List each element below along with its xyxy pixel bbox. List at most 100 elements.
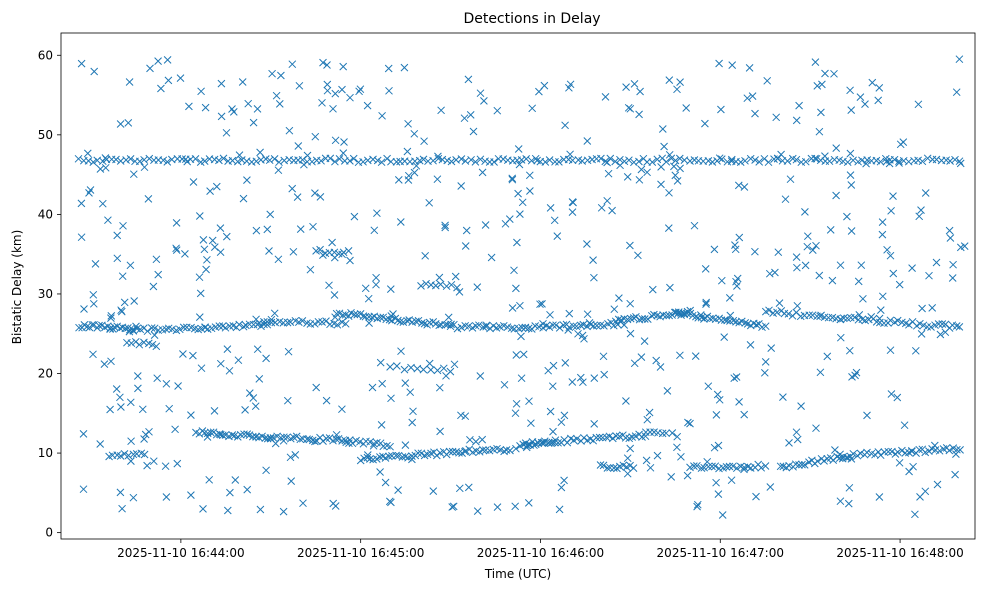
- data-point: [626, 444, 635, 453]
- data-point: [595, 433, 604, 442]
- data-point: [801, 261, 810, 270]
- data-point: [508, 175, 517, 184]
- data-point: [433, 175, 442, 184]
- data-point: [266, 210, 275, 219]
- data-point: [718, 511, 727, 519]
- data-point: [219, 154, 228, 163]
- data-point: [410, 129, 419, 138]
- data-point: [404, 453, 412, 462]
- data-point: [124, 451, 133, 460]
- data-point: [746, 154, 755, 163]
- data-point: [262, 354, 270, 363]
- data-point: [392, 451, 400, 460]
- y-axis-label: Bistatic Delay (km): [10, 230, 24, 345]
- data-point: [599, 461, 608, 470]
- data-point: [878, 292, 887, 301]
- data-point: [524, 499, 533, 507]
- data-point: [125, 78, 134, 86]
- data-point: [222, 232, 231, 241]
- data-point: [512, 284, 520, 293]
- data-point: [727, 476, 736, 485]
- data-point: [338, 405, 346, 414]
- data-point: [235, 151, 244, 159]
- data-point: [846, 149, 855, 158]
- data-point: [555, 158, 563, 166]
- data-point: [447, 320, 455, 329]
- data-point: [226, 488, 234, 497]
- data-point: [130, 297, 139, 305]
- data-point: [322, 317, 330, 325]
- data-point: [844, 499, 853, 508]
- data-point: [603, 464, 612, 472]
- data-point: [781, 195, 790, 204]
- data-point: [665, 76, 674, 84]
- data-point: [893, 316, 902, 325]
- data-point: [203, 255, 211, 264]
- data-point: [741, 156, 749, 165]
- data-point: [808, 246, 817, 254]
- data-point: [850, 313, 859, 322]
- data-point: [89, 350, 97, 359]
- data-point: [722, 463, 731, 471]
- data-point: [545, 323, 554, 331]
- data-point: [342, 438, 351, 447]
- data-point: [568, 208, 577, 216]
- data-point: [797, 402, 805, 410]
- data-point: [773, 154, 782, 163]
- data-point: [444, 313, 453, 322]
- data-point: [771, 268, 779, 277]
- data-point: [438, 155, 447, 164]
- data-point: [331, 157, 339, 166]
- x-axis-label: Time (UTC): [484, 567, 551, 581]
- data-point: [135, 340, 144, 349]
- data-point: [100, 360, 109, 368]
- data-point: [658, 125, 667, 133]
- data-point: [441, 223, 450, 232]
- data-point: [445, 447, 454, 456]
- data-point: [830, 69, 838, 78]
- data-point: [244, 99, 253, 108]
- data-point: [945, 226, 954, 235]
- data-point: [272, 91, 281, 100]
- data-point: [350, 310, 359, 319]
- data-point: [210, 243, 219, 251]
- data-point: [378, 111, 386, 120]
- data-point: [501, 219, 510, 228]
- data-point: [89, 290, 98, 299]
- data-point: [249, 118, 258, 127]
- data-point: [847, 455, 856, 463]
- data-point: [890, 155, 899, 164]
- data-point: [143, 461, 151, 470]
- data-point: [923, 154, 932, 163]
- data-point: [234, 356, 243, 365]
- data-point: [215, 156, 223, 165]
- data-point: [812, 241, 820, 250]
- data-point: [256, 505, 265, 514]
- data-point: [345, 436, 354, 444]
- data-point: [117, 306, 125, 315]
- data-point: [457, 411, 465, 420]
- data-point: [189, 351, 197, 360]
- data-point: [479, 446, 487, 454]
- data-point: [216, 359, 225, 368]
- data-point: [731, 245, 740, 254]
- data-point: [126, 155, 135, 163]
- data-point: [322, 434, 331, 443]
- data-point: [786, 175, 795, 184]
- data-point: [233, 157, 242, 166]
- data-point: [727, 157, 736, 166]
- data-point: [550, 216, 559, 225]
- data-point: [196, 289, 205, 298]
- data-point: [541, 158, 550, 166]
- data-point: [714, 490, 723, 498]
- data-point: [376, 468, 384, 476]
- data-point: [195, 313, 204, 321]
- data-point: [187, 411, 195, 419]
- data-point: [600, 370, 609, 379]
- data-point: [439, 364, 448, 373]
- data-point: [295, 81, 304, 90]
- data-point: [356, 437, 364, 446]
- data-point: [462, 226, 471, 235]
- data-point: [393, 362, 401, 370]
- data-point: [176, 74, 185, 82]
